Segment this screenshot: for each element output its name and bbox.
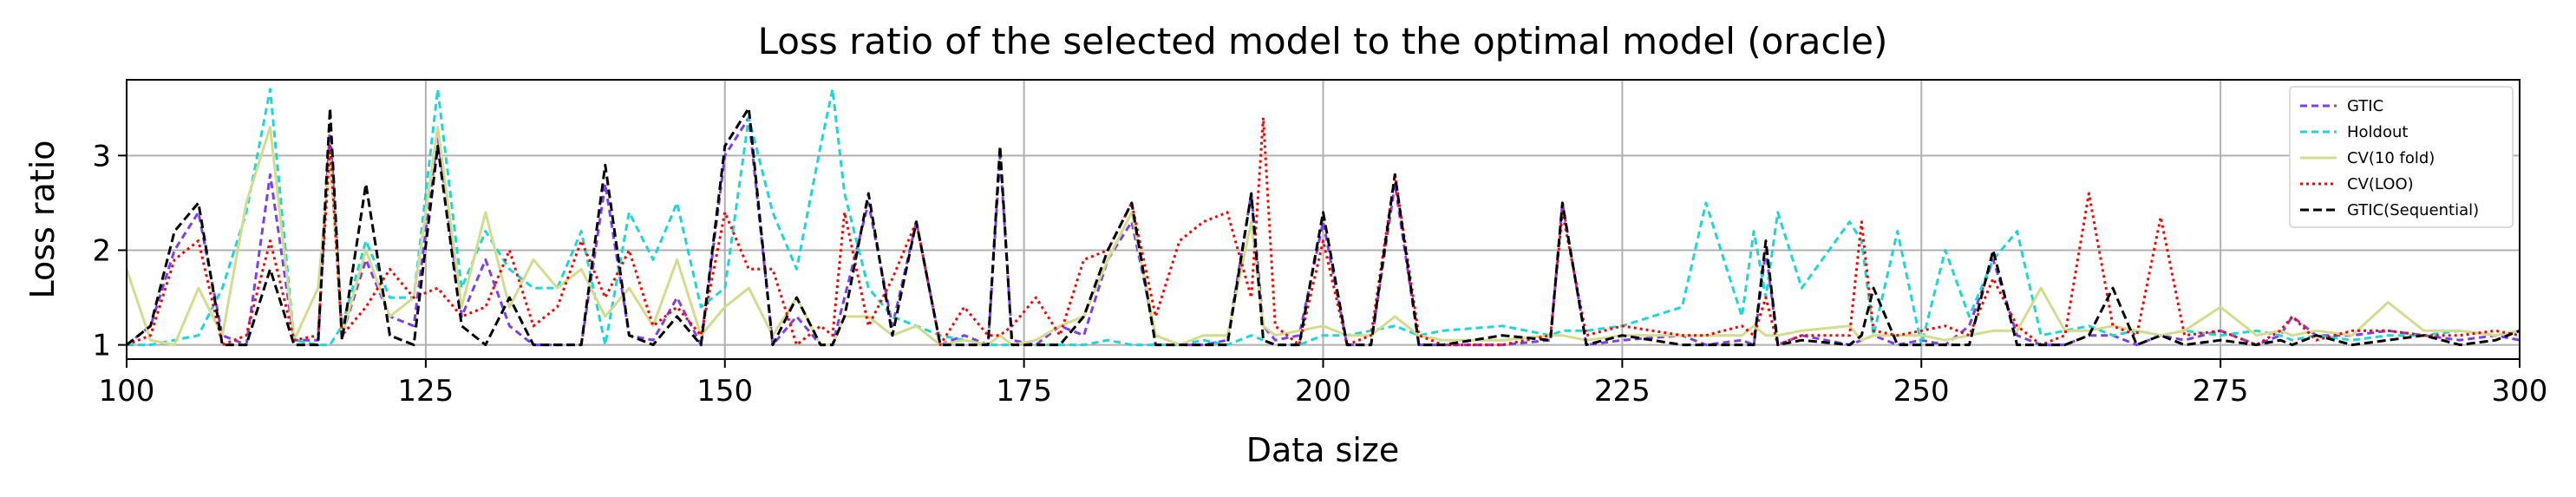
x-tick-label: 225 xyxy=(1594,374,1651,409)
y-tick-label: 2 xyxy=(92,233,111,268)
series-lines xyxy=(125,88,2520,347)
series-line-cv-10-fold xyxy=(125,126,2520,347)
chart-title: Loss ratio of the selected model to the … xyxy=(758,20,1888,62)
y-tick-label: 1 xyxy=(92,329,111,363)
legend-items: GTIC Holdout CV(10 fold) CV(LOO) GTIC(Sequen… xyxy=(2300,97,2479,219)
x-axis-ticks: 100 125 150 175 200 225 250 275 300 xyxy=(99,359,2548,409)
x-tick-label: 150 xyxy=(696,374,753,409)
legend: GTIC Holdout CV(10 fold) CV(LOO) GTIC(Sequen… xyxy=(2289,86,2514,228)
x-tick-label: 275 xyxy=(2193,374,2249,409)
x-tick-label: 125 xyxy=(397,374,454,409)
x-tick-label: 200 xyxy=(1295,374,1351,409)
legend-label: GTIC xyxy=(2347,97,2383,115)
x-axis-label: Data size xyxy=(1246,431,1400,469)
legend-label: CV(LOO) xyxy=(2347,175,2414,193)
y-tick-label: 3 xyxy=(92,139,111,173)
y-axis-ticks: 1 2 3 xyxy=(92,139,127,363)
legend-frame xyxy=(2289,86,2514,228)
legend-label: GTIC(Sequential) xyxy=(2347,201,2479,219)
legend-label: Holdout xyxy=(2347,123,2408,141)
x-tick-label: 100 xyxy=(99,374,155,409)
x-tick-label: 250 xyxy=(1893,374,1950,409)
grid xyxy=(126,80,2520,359)
x-tick-label: 175 xyxy=(996,374,1052,409)
legend-label: CV(10 fold) xyxy=(2347,149,2435,167)
series-line-cv-loo xyxy=(126,116,2520,347)
x-tick-label: 300 xyxy=(2492,374,2548,409)
y-axis-label: Loss ratio xyxy=(23,140,62,298)
series-line-gtic xyxy=(126,116,2520,347)
series-line-gtic-sequential xyxy=(126,107,2520,347)
